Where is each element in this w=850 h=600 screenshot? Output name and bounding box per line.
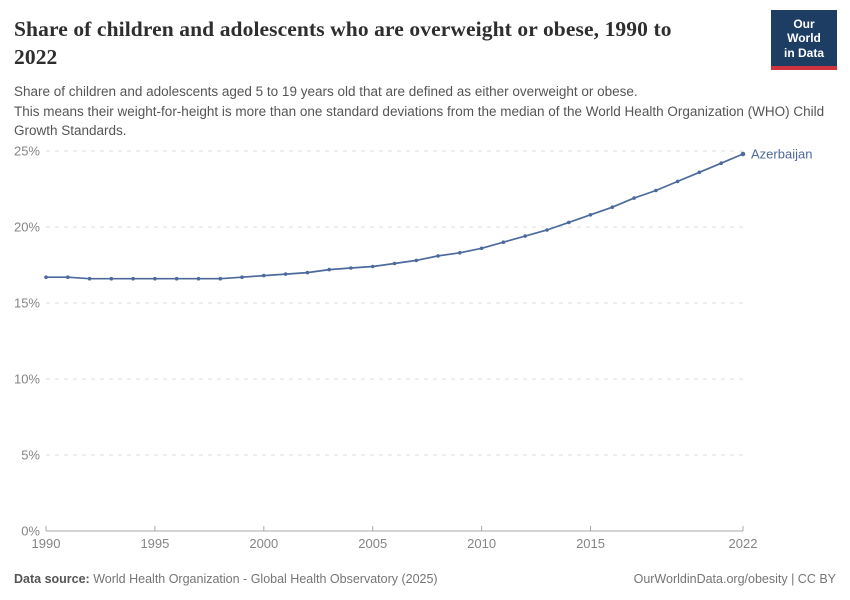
series-label: Azerbaijan: [751, 147, 812, 162]
owid-logo-line2: in Data: [783, 45, 824, 60]
svg-text:2010: 2010: [467, 536, 496, 551]
svg-text:5%: 5%: [21, 448, 40, 463]
chart-title: Share of children and adolescents who ar…: [14, 17, 672, 69]
chart-footer: Data source: World Health Organization -…: [14, 572, 836, 586]
license-text: OurWorldinData.org/obesity | CC BY: [633, 572, 836, 586]
svg-text:2000: 2000: [249, 536, 278, 551]
chart-plot-area: 0% 5% 10% 15% 20% 25% 1990 1995 2000 2005 2010 2015…: [0, 135, 850, 560]
svg-text:2022: 2022: [729, 536, 758, 551]
line-chart: 0% 5% 10% 15% 20% 25% 1990 1995 2000 2005 2010 2015…: [14, 144, 812, 552]
svg-text:1995: 1995: [140, 536, 169, 551]
chart-subtitle: Share of children and adolescents aged 5…: [14, 82, 836, 141]
data-source-label: Data source:: [14, 572, 90, 586]
svg-text:25%: 25%: [14, 144, 40, 159]
svg-text:20%: 20%: [14, 220, 40, 235]
svg-text:15%: 15%: [14, 296, 40, 311]
svg-text:1990: 1990: [32, 536, 61, 551]
svg-text:2015: 2015: [576, 536, 605, 551]
chart-subtitle-line2: This means their weight-for-height is mo…: [14, 103, 825, 139]
owid-logo-line1: Our World: [787, 17, 821, 46]
chart-header: Share of children and adolescents who ar…: [0, 0, 850, 141]
chart-subtitle-line1: Share of children and adolescents aged 5…: [14, 84, 638, 100]
data-source: Data source: World Health Organization -…: [14, 572, 438, 586]
data-source-text: World Health Organization - Global Healt…: [93, 572, 438, 586]
svg-text:0%: 0%: [21, 524, 40, 539]
svg-text:2005: 2005: [358, 536, 387, 551]
svg-text:10%: 10%: [14, 372, 40, 387]
owid-logo: Our World in Data: [771, 10, 837, 71]
